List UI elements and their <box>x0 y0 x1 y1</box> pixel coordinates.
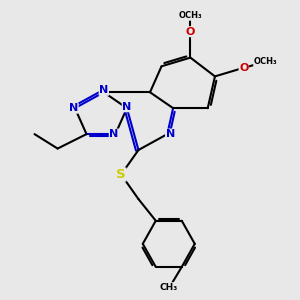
Text: O: O <box>186 27 195 37</box>
Text: N: N <box>122 102 131 112</box>
Text: S: S <box>116 168 126 181</box>
Text: CH₃: CH₃ <box>160 283 178 292</box>
Text: N: N <box>166 129 175 139</box>
Text: N: N <box>109 129 119 139</box>
Text: OCH₃: OCH₃ <box>254 58 277 67</box>
Text: N: N <box>99 85 108 95</box>
Text: O: O <box>239 63 248 73</box>
Text: OCH₃: OCH₃ <box>178 11 202 20</box>
Text: N: N <box>69 103 78 113</box>
